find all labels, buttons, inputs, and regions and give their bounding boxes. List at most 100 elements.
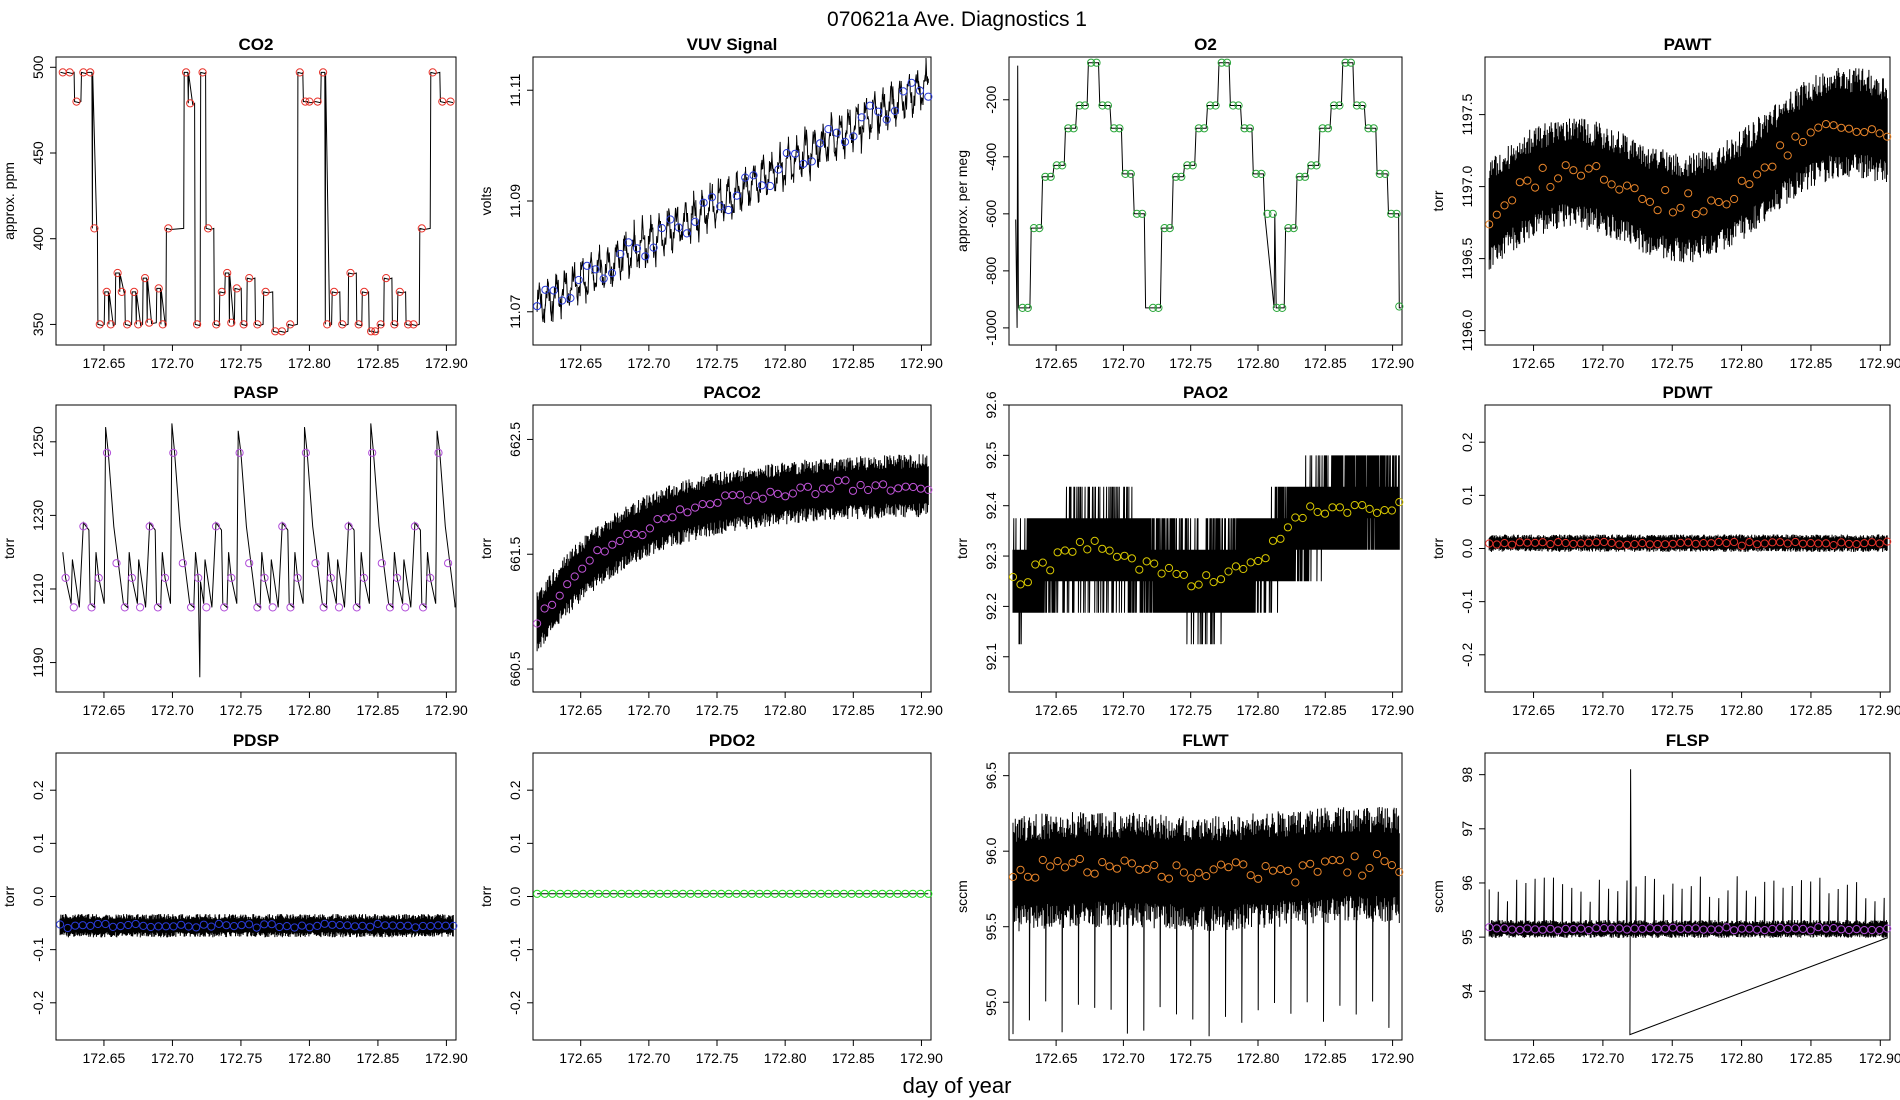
x-tick-label: 172.80 [764,1050,807,1066]
average-point [1157,569,1166,578]
x-tick-label: 172.70 [1581,702,1624,718]
x-tick-label: 172.75 [220,355,263,371]
average-point [1209,865,1218,874]
average-point [826,484,835,493]
average-point [1645,197,1655,206]
average-point [1783,924,1792,934]
average-point [1058,161,1067,170]
average-point [1031,560,1040,569]
average-point [799,159,808,168]
average-point [1485,923,1494,932]
average-point [1576,924,1586,933]
average-point [1268,866,1278,875]
panel-vuv-signal: VUV Signal volts 172.65 172.70 172.75 172.80 1… [478,35,943,371]
average-point [293,573,302,583]
average-point [212,320,221,329]
average-point [1283,866,1293,876]
average-point [1714,925,1723,934]
average-point [1372,508,1382,518]
average-point [1298,513,1307,523]
average-point [158,320,167,329]
average-point [1075,101,1084,110]
average-point [65,68,74,77]
average-point [207,922,216,931]
y-tick-label: 450 [30,141,46,165]
average-point [757,181,766,190]
average-point [1018,303,1027,312]
average-point [1318,124,1327,133]
average-point [1053,548,1062,557]
x-tick-label: 172.85 [832,702,875,718]
average-point [1179,868,1189,877]
average-point [1350,852,1359,861]
average-point [1016,580,1025,589]
x-tick-label: 172.90 [425,702,468,718]
average-point [63,923,72,933]
average-point [1852,127,1861,136]
average-point [1714,537,1723,547]
average-point [1358,501,1367,510]
average-point [907,78,916,87]
average-point [1485,539,1494,548]
average-point [1127,859,1137,868]
average-point [1008,572,1018,582]
average-point [924,485,933,494]
average-point [849,132,858,141]
average-point [1668,208,1678,217]
average-point [1261,554,1270,563]
y-tick-label: 0.2 [30,780,46,800]
average-point [444,559,453,568]
average-point [782,149,791,158]
average-point [352,603,361,612]
average-point [1064,124,1073,133]
average-point [1661,186,1670,195]
average-point [1251,169,1261,178]
average-point [1798,924,1808,934]
average-point [1607,538,1616,548]
y-tick-label: 92.3 [983,542,999,569]
average-point [382,274,391,283]
average-point [202,603,211,612]
average-point [766,487,775,496]
average-point [1306,859,1315,868]
average-point [615,536,624,546]
y-tick-label: 11.07 [507,295,523,329]
x-tick-label: 172.70 [1102,355,1145,371]
average-point [1630,540,1639,549]
panel-title: PDWT [1662,383,1713,402]
y-axis-label: torr [1,538,17,559]
average-point [890,106,900,116]
x-tick-label: 172.90 [1859,702,1900,718]
panel-o2: O2 approx. per meg 172.65 172.70 172.75 172.8… [954,35,1414,371]
y-axis-label: volts [478,187,494,216]
average-point [187,603,196,612]
x-tick-label: 172.65 [1512,702,1555,718]
average-point [1335,856,1345,865]
average-point [1500,924,1509,933]
average-point [1313,867,1322,876]
plot-frame [55,56,457,346]
average-point [1209,578,1218,587]
y-tick-label: -800 [983,257,999,285]
x-tick-label: 172.65 [1035,1050,1078,1066]
average-point [222,921,231,930]
average-point [882,115,891,124]
average-point [886,486,895,495]
average-point [1381,169,1390,178]
average-point [1126,169,1135,178]
average-point [1730,926,1739,935]
average-point [434,448,443,457]
x-tick-label: 172.65 [83,702,126,718]
average-point [1852,925,1861,934]
average-point [1538,925,1547,934]
average-point [136,603,145,612]
average-point [1343,508,1352,517]
y-axis-label: torr [1430,538,1446,559]
average-point [1852,540,1861,549]
average-point [1029,224,1039,233]
average-point [1239,564,1248,574]
average-point [1676,203,1685,212]
plot-frame [1484,56,1891,346]
average-point [1798,539,1808,548]
average-point [376,320,385,329]
